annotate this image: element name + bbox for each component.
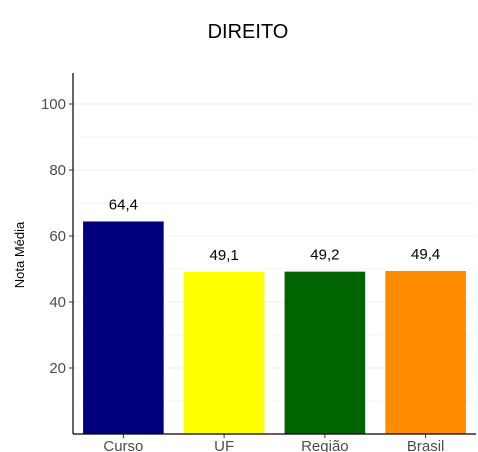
data-labels: 64,4 49,1 49,2 49,4 — [109, 196, 440, 263]
y-tick-label: 20 — [49, 360, 66, 377]
bar-brasil — [385, 270, 466, 434]
chart-title: DIREITO — [208, 21, 289, 43]
y-tick-label: 40 — [49, 294, 66, 311]
x-tick-label: Curso — [103, 438, 143, 452]
data-label: 64,4 — [109, 196, 138, 213]
bar-região — [284, 271, 366, 434]
data-label: 49,2 — [310, 247, 339, 264]
bar-curso — [83, 221, 164, 434]
x-tick-label: Região — [301, 438, 349, 452]
y-ticks: 20 40 60 80 100 — [41, 96, 73, 377]
x-tick-label: Brasil — [407, 438, 445, 452]
y-tick-label: 100 — [41, 96, 66, 113]
data-label: 49,1 — [210, 247, 239, 264]
bar-uf — [183, 271, 265, 434]
y-axis-label: Nota Média — [12, 221, 27, 288]
bars — [83, 221, 466, 434]
x-tick-label: UF — [214, 438, 234, 452]
y-tick-label: 80 — [49, 162, 66, 179]
data-label: 49,4 — [411, 246, 440, 263]
x-ticks: Curso UF Região Brasil — [103, 434, 444, 452]
y-tick-label: 60 — [49, 228, 66, 245]
